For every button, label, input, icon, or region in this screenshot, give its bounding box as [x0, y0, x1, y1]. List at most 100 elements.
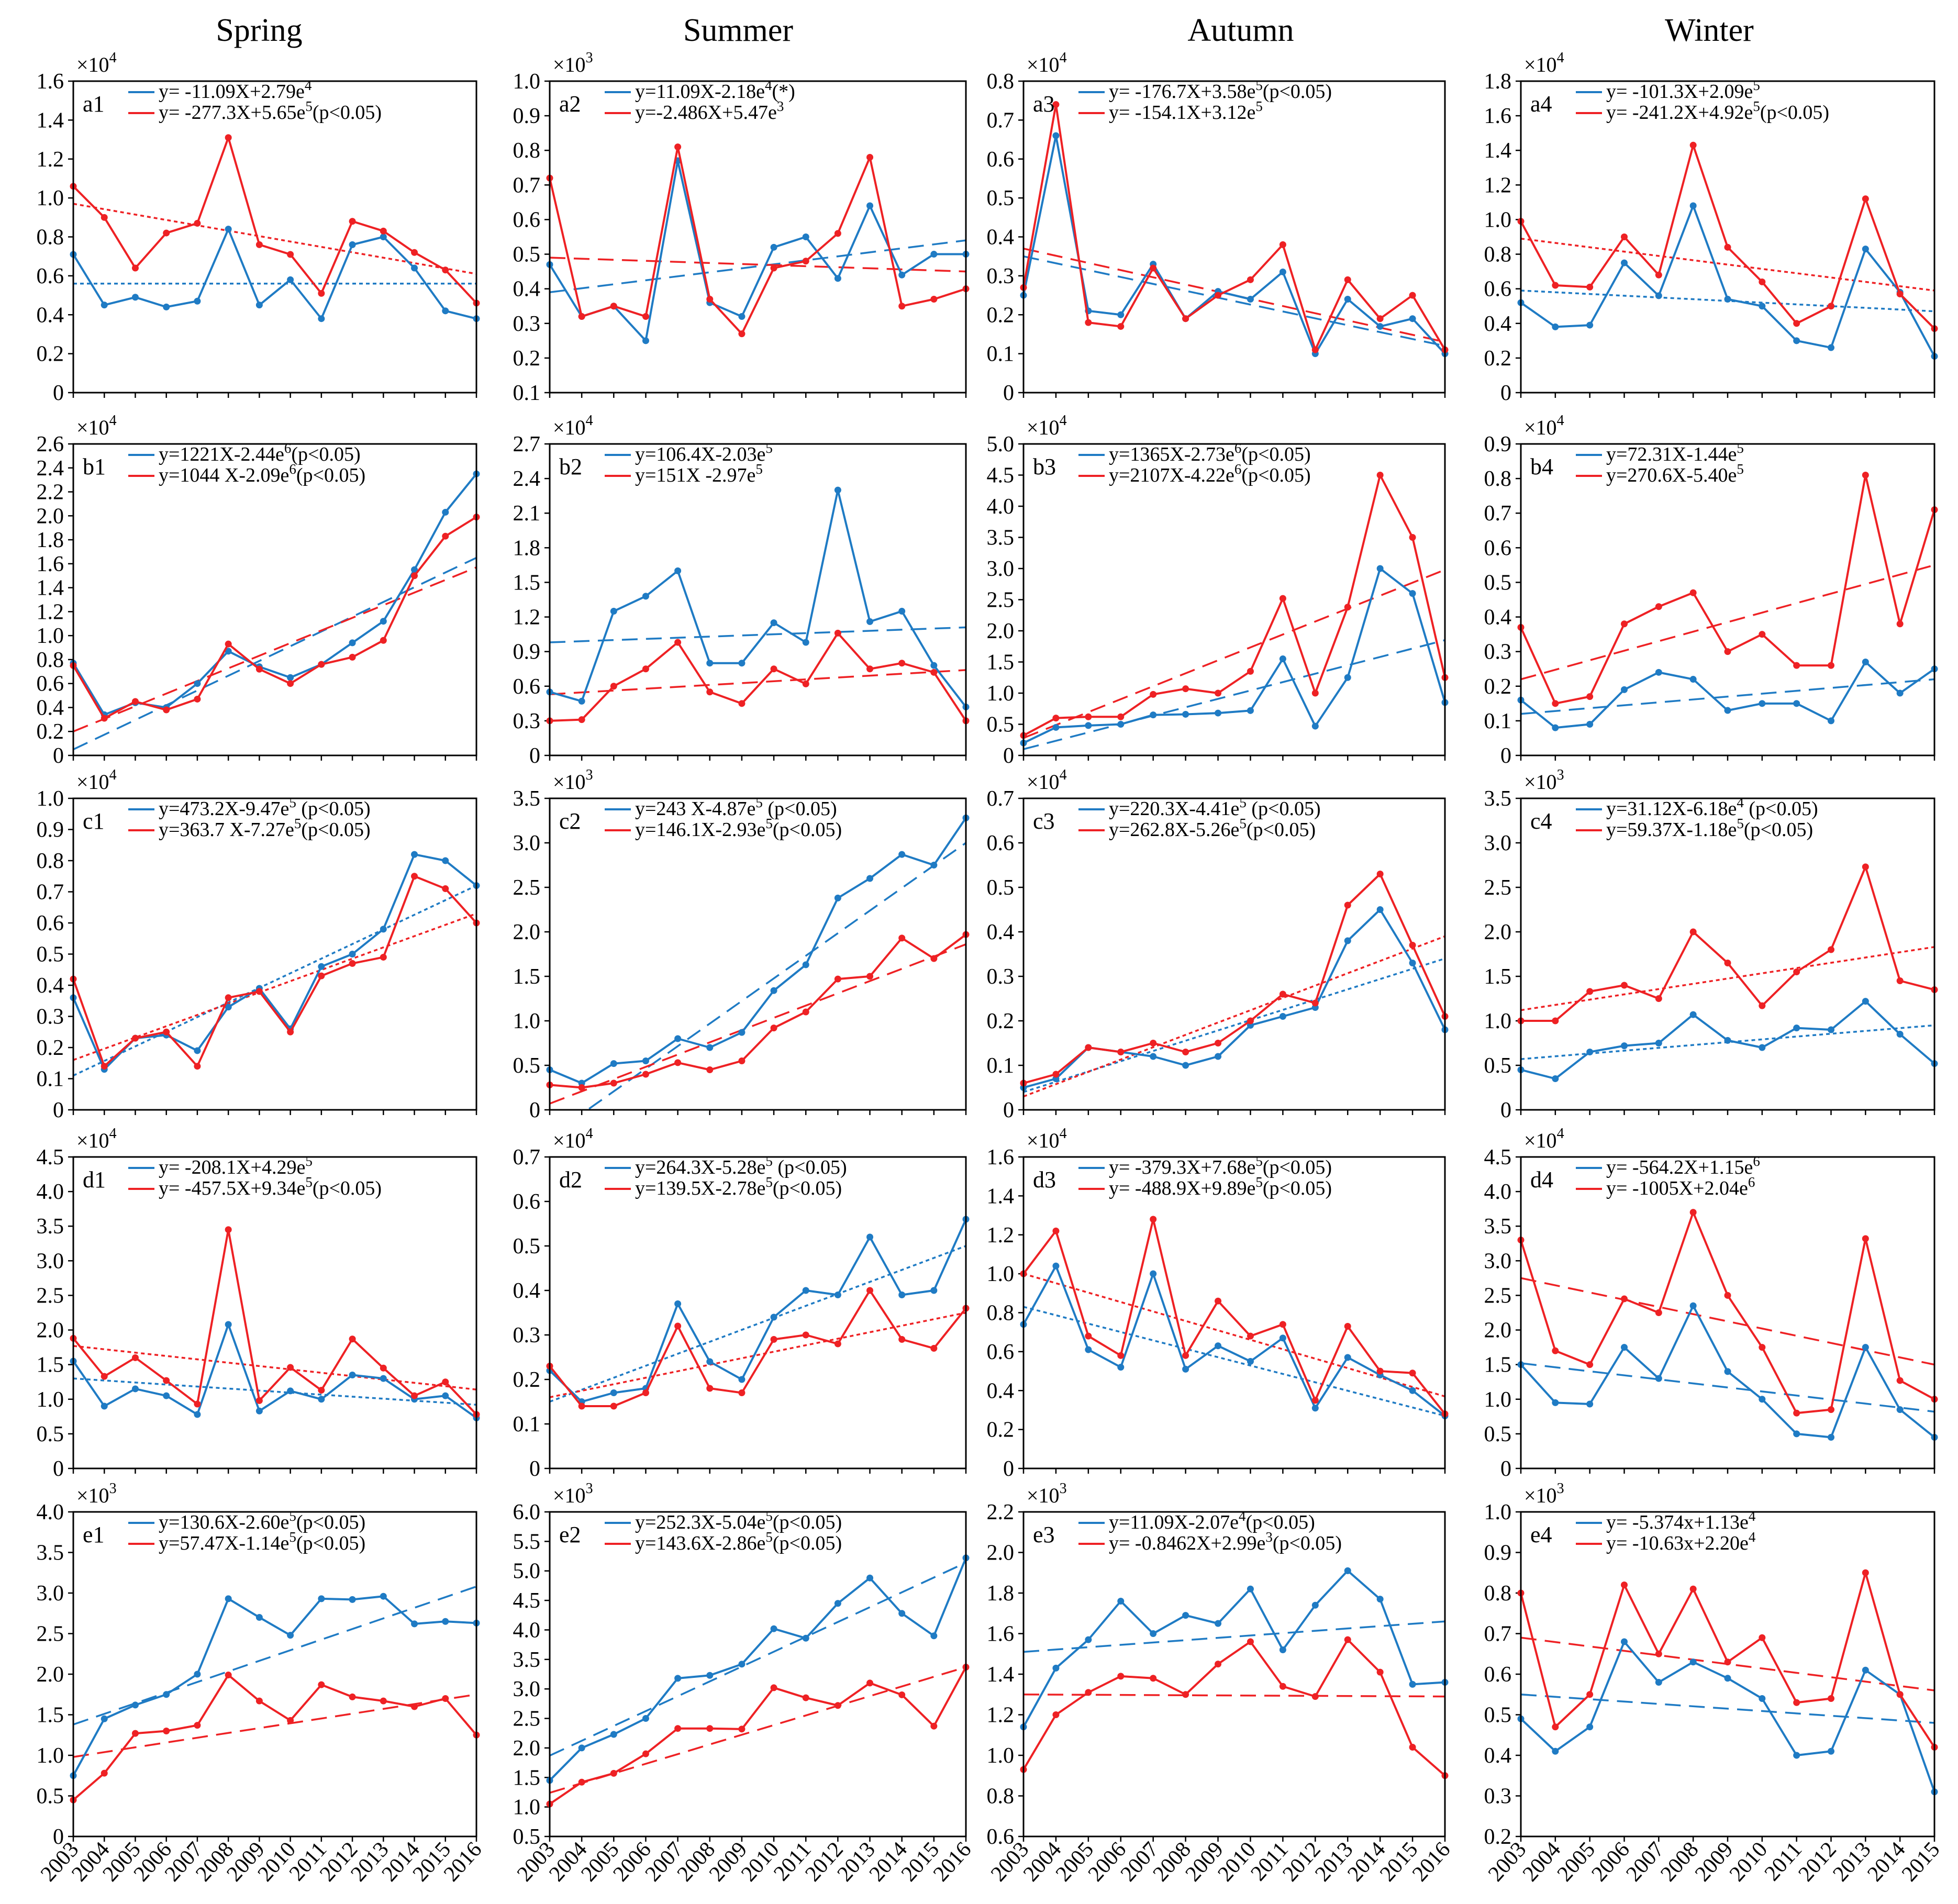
y-tick-label: 2.2	[987, 1500, 1015, 1524]
red-data-point	[1117, 1049, 1125, 1055]
y-tick-label: 0.3	[513, 312, 541, 336]
y-tick-label: 0.8	[513, 139, 541, 163]
red-series-line	[549, 146, 966, 335]
red-data-point	[1655, 271, 1662, 279]
red-data-point	[1689, 928, 1697, 936]
equation-part: y=59.37X-1.18e	[1606, 819, 1737, 841]
multiplier-base: ×10	[76, 53, 109, 76]
red-data-point	[1586, 1691, 1594, 1698]
red-data-point	[834, 230, 841, 237]
blue-data-point	[1828, 1747, 1834, 1755]
y-tick-label: 0	[53, 381, 64, 405]
y-tick-label: 0	[1003, 1457, 1014, 1481]
red-trend-line	[1521, 946, 1934, 1011]
y-tick-label: 1.2	[513, 606, 541, 630]
equation-part: y=473.2X-9.47e	[159, 798, 289, 820]
red-data-point	[1793, 1409, 1800, 1417]
red-trend-line	[550, 1666, 966, 1794]
blue-series-line	[1023, 567, 1446, 744]
red-data-point	[770, 665, 777, 673]
red-data-point	[442, 266, 449, 274]
equation-part: y=130.6X-2.60e	[159, 1511, 289, 1533]
equation-part: 5	[765, 1529, 773, 1545]
red-data-point	[1279, 1683, 1286, 1690]
y-tick-label: 1.0	[1484, 1388, 1512, 1412]
blue-data-point	[1655, 669, 1662, 676]
red-data-point	[287, 1364, 294, 1371]
y-tick-label: 1.8	[987, 1582, 1015, 1606]
y-tick-label: 0.9	[1484, 432, 1512, 456]
y-tick-label: 0.2	[987, 303, 1015, 327]
y-tick-label: 3.0	[37, 1249, 64, 1273]
plot-frame	[549, 80, 967, 394]
panel-c2: 0 0.5 1.0 1.5 2.0 2.5 3.0 3.5 ×103 c2 y=243 X-4.87…	[513, 767, 970, 1122]
equation-part: y=139.5X-2.78e	[635, 1177, 765, 1199]
legend-blue-equation: y=31.12X-6.18e4 (p<0.05)	[1606, 795, 1818, 820]
red-data-point	[1896, 291, 1904, 298]
red-data-point	[802, 1694, 809, 1701]
y-tick-label: 0	[1500, 381, 1511, 405]
y-tick-label: 2.0	[513, 920, 541, 944]
red-data-point	[1621, 233, 1628, 240]
y-tick-label: 0.6	[1484, 536, 1512, 560]
equation-part: 5	[1239, 795, 1247, 810]
red-data-point	[1621, 620, 1628, 628]
red-data-point	[1724, 243, 1731, 251]
red-series-line	[1022, 103, 1446, 351]
multiplier-exponent: 4	[586, 413, 593, 429]
red-data-point	[738, 330, 746, 338]
equation-part: (p<0.05)	[296, 798, 371, 820]
red-data-point	[866, 1287, 874, 1294]
blue-data-point	[1793, 337, 1800, 344]
y-tick-label: 0.2	[513, 347, 541, 371]
blue-data-point	[225, 1595, 232, 1602]
red-data-point	[1052, 1227, 1060, 1234]
red-data-point	[1896, 1691, 1904, 1698]
red-data-point	[674, 143, 682, 151]
red-data-point	[1247, 276, 1254, 283]
red-data-point	[255, 665, 263, 673]
y-tick-label: 0.1	[1484, 709, 1512, 733]
blue-data-point	[1586, 321, 1594, 329]
red-data-point	[1182, 685, 1189, 693]
blue-data-point	[442, 1392, 449, 1399]
red-data-point	[255, 988, 263, 995]
blue-data-point	[163, 303, 170, 310]
blue-data-point	[1052, 1664, 1060, 1672]
red-series-line	[1023, 873, 1446, 1084]
blue-series-line	[1022, 135, 1446, 355]
y-tick-label: 1.4	[37, 108, 64, 132]
red-data-point	[380, 637, 387, 644]
blue-data-point	[930, 251, 938, 258]
blue-data-point	[1586, 1723, 1594, 1731]
red-data-point	[1409, 1369, 1416, 1377]
red-data-point	[1376, 472, 1384, 478]
blue-data-point	[770, 243, 777, 251]
y-tick-label: 2.2	[37, 481, 64, 505]
equation-part: y=1365X-2.73e	[1109, 443, 1234, 465]
red-trend-line	[1521, 238, 1934, 292]
blue-data-point	[1311, 1601, 1319, 1609]
legend-red-equation: y=151X -2.97e5	[635, 461, 763, 486]
blue-data-point	[318, 1595, 325, 1602]
blue-data-point	[1376, 906, 1384, 913]
red-data-point	[255, 241, 263, 248]
red-data-point	[1150, 1040, 1157, 1046]
blue-data-point	[1862, 246, 1869, 253]
blue-data-point	[1621, 686, 1628, 693]
red-data-point	[1409, 1744, 1416, 1751]
red-series-line	[1022, 1639, 1446, 1777]
blue-data-point	[1689, 1011, 1697, 1018]
blue-data-point	[898, 271, 906, 279]
red-data-point	[101, 715, 108, 722]
y-tick-label: 0.6	[37, 264, 64, 288]
blue-data-point	[1828, 717, 1834, 725]
blue-data-point	[1215, 1053, 1222, 1060]
y-tick-label: 1.5	[513, 1766, 541, 1790]
blue-data-point	[1085, 1636, 1092, 1643]
equation-part: 5	[1255, 1153, 1263, 1169]
y-tick-label: 0.4	[37, 696, 64, 720]
red-data-point	[1344, 1636, 1351, 1643]
y-tick-label: 0	[53, 744, 64, 768]
panel-label: b1	[83, 454, 106, 480]
